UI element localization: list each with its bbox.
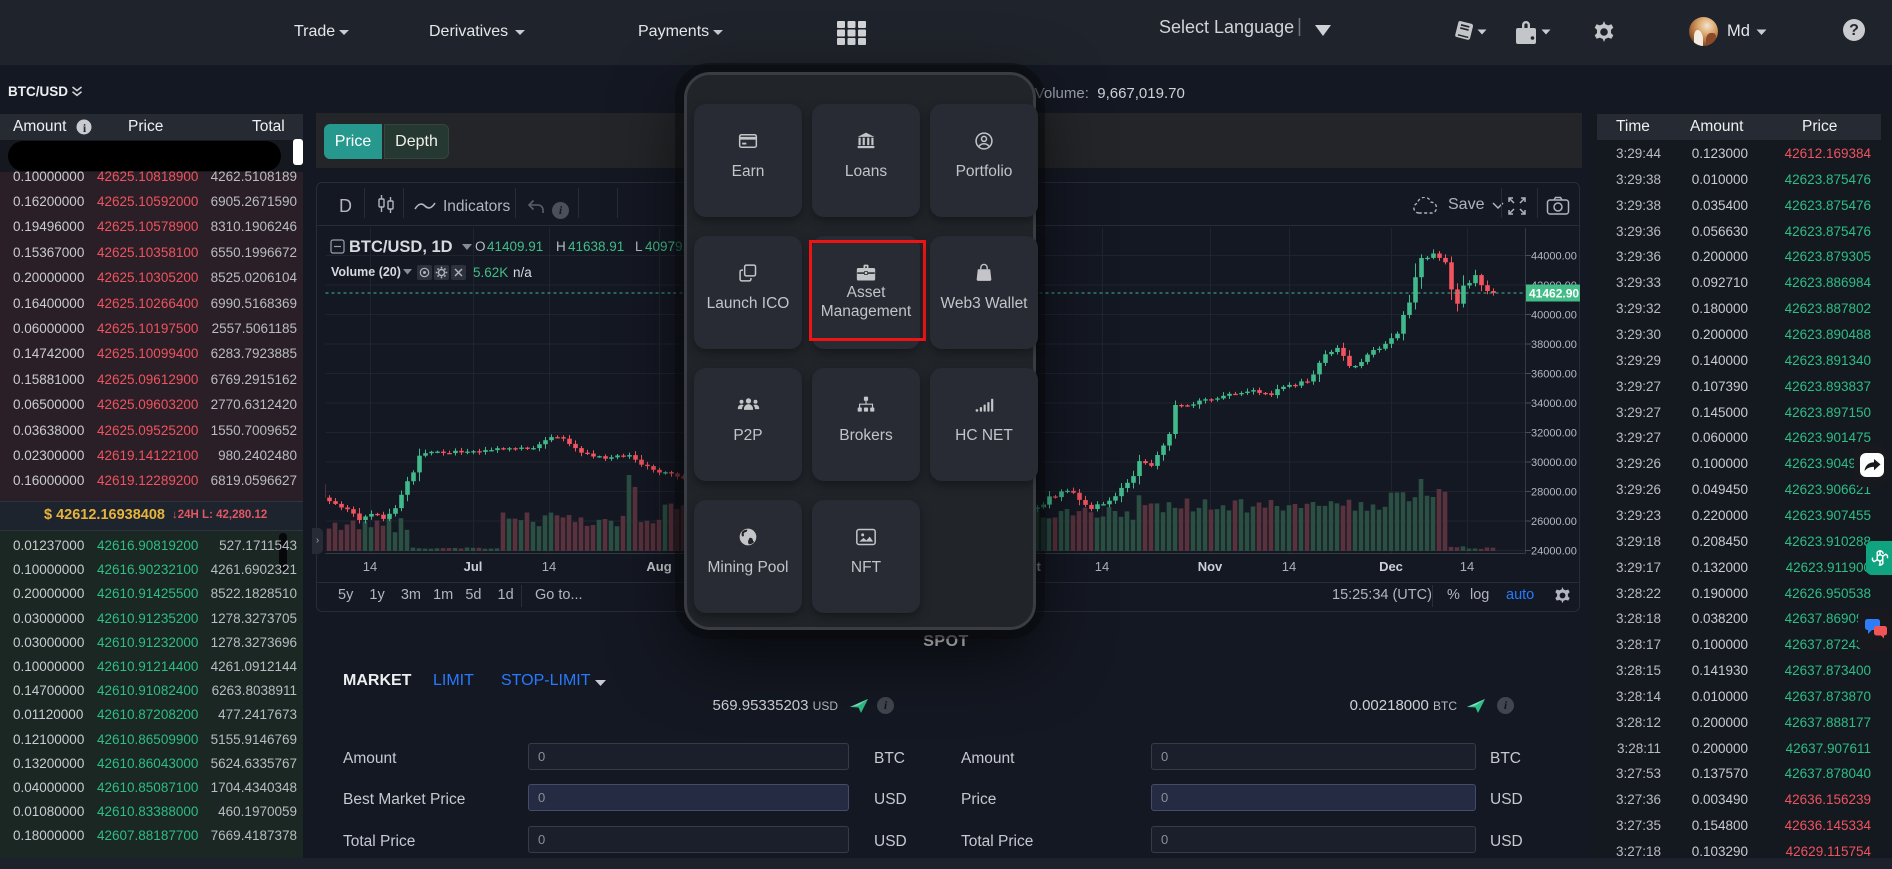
svg-text:Nov: Nov [1198, 559, 1223, 574]
svg-text:BTC/USD, 1D: BTC/USD, 1D [349, 238, 453, 256]
svg-text:41409.91: 41409.91 [487, 239, 543, 254]
svg-text:i: i [83, 121, 87, 135]
svg-text:5.62K: 5.62K [473, 265, 508, 280]
svg-text:14: 14 [1460, 559, 1474, 574]
svg-text:n/a: n/a [513, 265, 532, 280]
svg-text:32000.00: 32000.00 [1531, 428, 1577, 440]
svg-text:36000.00: 36000.00 [1531, 369, 1577, 381]
svg-text:14: 14 [542, 559, 556, 574]
svg-text:Jul: Jul [464, 559, 483, 574]
svg-text:38000.00: 38000.00 [1531, 339, 1577, 351]
svg-text:34000.00: 34000.00 [1531, 398, 1577, 410]
svg-text:41638.91: 41638.91 [568, 239, 624, 254]
svg-text:L: L [635, 239, 643, 254]
svg-text:H: H [556, 239, 566, 254]
svg-text:Volume (20): Volume (20) [331, 265, 401, 279]
svg-text:Aug: Aug [646, 559, 671, 574]
svg-text:41462.90: 41462.90 [1529, 287, 1579, 301]
svg-text:28000.00: 28000.00 [1531, 487, 1577, 499]
svg-text:14: 14 [1282, 559, 1296, 574]
svg-text:14: 14 [1095, 559, 1109, 574]
svg-text:O: O [475, 239, 486, 254]
svg-text:Dec: Dec [1379, 559, 1403, 574]
svg-text:14: 14 [363, 559, 377, 574]
svg-text:40000.00: 40000.00 [1531, 310, 1577, 322]
svg-text:26000.00: 26000.00 [1531, 516, 1577, 528]
svg-text:24000.00: 24000.00 [1531, 546, 1577, 558]
svg-text:30000.00: 30000.00 [1531, 457, 1577, 469]
svg-text:44000.00: 44000.00 [1531, 251, 1577, 263]
